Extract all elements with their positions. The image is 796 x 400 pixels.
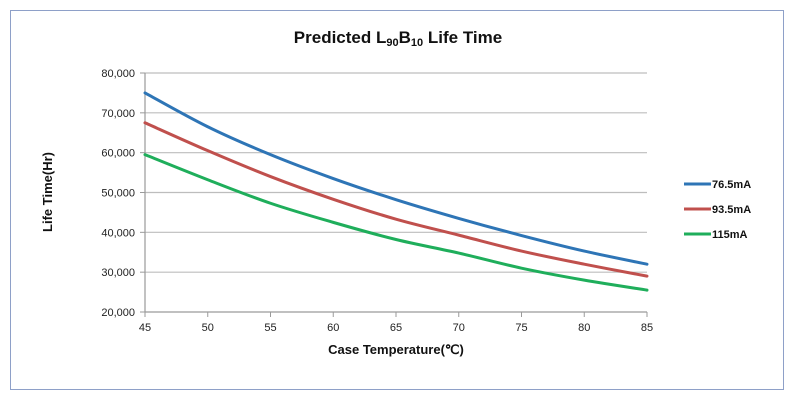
- x-tick-label: 65: [390, 322, 402, 334]
- title-text-suffix: Life Time: [423, 28, 503, 47]
- y-tick-labels: 20,000 30,000 40,000 50,000 60,000 70,000 80,0…: [101, 68, 135, 319]
- x-axis-label: Case Temperature(℃): [328, 342, 464, 357]
- x-tick-label: 55: [264, 322, 276, 334]
- y-tick-label: 30,000: [101, 267, 135, 279]
- y-tick-label: 80,000: [101, 68, 135, 80]
- x-tick-label: 50: [202, 322, 214, 334]
- x-tick-labels: 45 50 55 60 65 70 75 80 85: [139, 322, 653, 334]
- legend-label: 93.5mA: [712, 204, 751, 216]
- y-tick-label: 50,000: [101, 188, 135, 200]
- y-tick-label: 40,000: [101, 227, 135, 239]
- title-text: Predicted L: [293, 28, 387, 47]
- title-text-b: B: [398, 28, 411, 47]
- x-tick-label: 85: [641, 322, 653, 334]
- x-tick-label: 70: [453, 322, 465, 334]
- x-tick-label: 60: [327, 322, 339, 334]
- y-tick-label: 60,000: [101, 148, 135, 160]
- series-line-93-5mA: [143, 121, 649, 278]
- chart-title: Predicted L90B10 Life Time: [0, 28, 796, 49]
- legend: 76.5mA 93.5mA 115mA: [684, 179, 751, 241]
- series-line-115mA: [143, 153, 649, 292]
- legend-label: 115mA: [712, 229, 748, 241]
- series-line-76-5mA: [143, 91, 649, 266]
- title-subscript-10: 10: [410, 37, 424, 49]
- x-tick-label: 75: [515, 322, 527, 334]
- series-lines: [143, 91, 649, 292]
- x-tick-label: 80: [578, 322, 590, 334]
- y-tick-label: 70,000: [101, 108, 135, 120]
- y-tick-label: 20,000: [101, 307, 135, 319]
- gridlines: [145, 72, 647, 273]
- legend-label: 76.5mA: [712, 179, 751, 191]
- y-axis-label: Life Time(Hr): [40, 152, 55, 232]
- x-tick-label: 45: [139, 322, 151, 334]
- axes: [140, 72, 648, 317]
- title-subscript-90: 90: [386, 37, 399, 49]
